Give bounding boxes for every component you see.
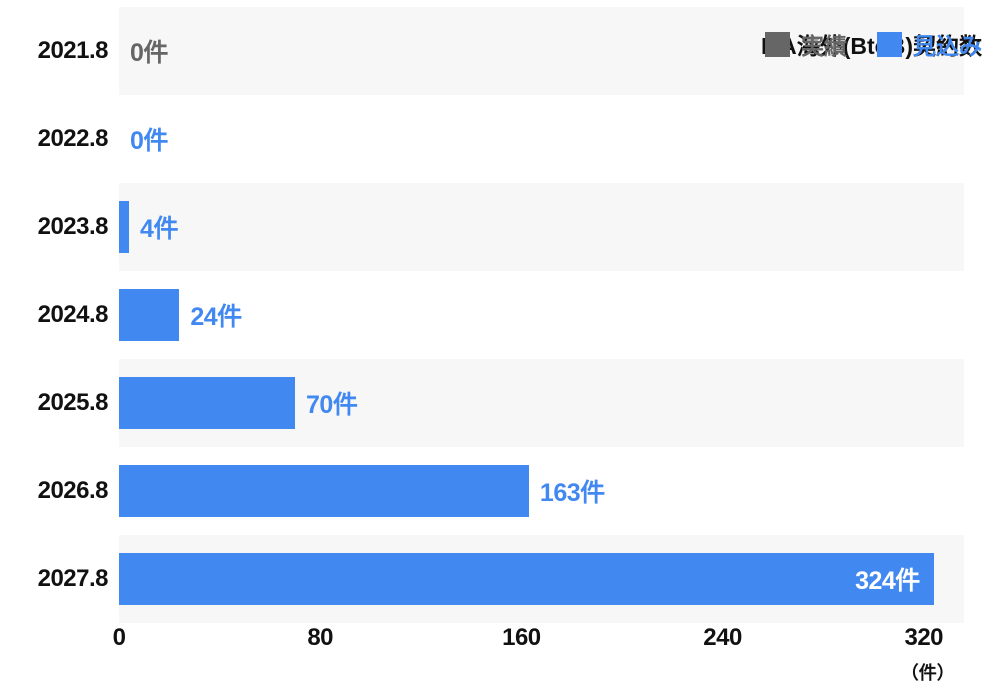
y-axis-category-label: 2024.8 (37, 301, 109, 328)
x-axis-tick-label: 0 (112, 624, 126, 651)
bar-value-label: 70件 (306, 391, 358, 419)
row-plot-area: 0件 (119, 7, 964, 95)
row-plot-area: 324件 (119, 535, 964, 623)
legend-item-label: 見込み (913, 33, 982, 59)
row-plot-area: 70件 (119, 359, 964, 447)
table-row: 2024.8 24件 (0, 271, 1000, 359)
bar-value-label: 163件 (539, 479, 605, 507)
table-row: 2025.8 70件 (0, 359, 1000, 447)
bar-value-label: 24件 (190, 303, 242, 331)
table-row: 2022.8 0件 (0, 95, 1000, 183)
y-axis-category-label: 2022.8 (37, 125, 109, 152)
bar-value-label: 0件 (130, 39, 168, 67)
x-axis: 0 80 160 240 320 （件） (0, 616, 1000, 697)
y-axis-category-label: 2021.8 (37, 37, 109, 64)
table-row: 2027.8 324件 (0, 535, 1000, 623)
row-plot-area: 0件 (119, 95, 964, 183)
chart-title: MA海外(BtoB)契約数 (760, 33, 982, 59)
y-axis-category-label: 2026.8 (37, 477, 109, 504)
bar[interactable] (119, 201, 130, 253)
table-row: 2021.8 0件 (0, 7, 1000, 95)
legend-item-actual[interactable]: 実績 (765, 27, 847, 61)
bar-value-label: 324件 (855, 567, 920, 595)
y-axis-category-label: 2027.8 (37, 565, 109, 592)
chart-legend: 実績 見込み (765, 0, 982, 88)
x-axis-tick-label: 240 (703, 624, 742, 651)
row-plot-area: 163件 (119, 447, 964, 535)
bar[interactable] (119, 553, 934, 605)
row-plot-area: 4件 (119, 183, 964, 271)
x-axis-tick-label: 160 (502, 624, 541, 651)
bar-value-label: 4件 (140, 215, 178, 243)
x-axis-tick-label: 320 (904, 624, 944, 651)
x-axis-tick-label: 80 (307, 624, 334, 651)
legend-item-label: 実績 (801, 33, 847, 59)
bar[interactable] (119, 377, 296, 429)
bar[interactable] (119, 465, 529, 517)
legend-item-forecast[interactable]: 見込み (877, 27, 982, 61)
legend-swatch-icon (765, 31, 790, 57)
x-axis-unit-label: （件） (900, 663, 955, 683)
y-axis-category-label: 2023.8 (37, 213, 109, 240)
bar[interactable] (119, 289, 180, 341)
table-row: 2026.8 163件 (0, 447, 1000, 535)
row-plot-area: 24件 (119, 271, 964, 359)
table-row: 2023.8 4件 (0, 183, 1000, 271)
bar-value-label: 0件 (130, 127, 168, 155)
legend-swatch-icon (877, 31, 902, 57)
y-axis-category-label: 2025.8 (37, 389, 109, 416)
